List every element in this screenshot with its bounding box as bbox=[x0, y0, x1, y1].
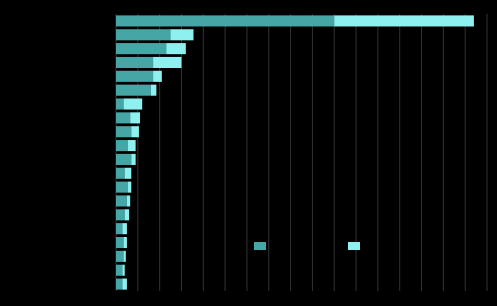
bar-segment bbox=[334, 15, 474, 27]
bar-segment bbox=[116, 195, 127, 207]
bar-segment bbox=[116, 140, 129, 152]
bar-segment bbox=[122, 223, 127, 235]
bar-segment bbox=[131, 153, 136, 165]
bar-segment bbox=[116, 278, 123, 290]
legend-swatch bbox=[348, 242, 360, 250]
bar-segment bbox=[116, 98, 124, 110]
bar-segment bbox=[123, 98, 143, 110]
bar-segment bbox=[130, 112, 141, 124]
bar-segment bbox=[116, 153, 132, 165]
bar-segment bbox=[116, 15, 335, 27]
bar-segment bbox=[128, 181, 132, 193]
bar-segment bbox=[128, 140, 136, 152]
bar-segment bbox=[116, 250, 124, 262]
bar-segment bbox=[131, 126, 139, 138]
bar-segment bbox=[116, 181, 129, 193]
legend-swatch bbox=[254, 242, 266, 250]
bar-segment bbox=[123, 236, 127, 249]
bar-segment bbox=[116, 29, 171, 41]
bar-segment bbox=[116, 264, 123, 276]
bar-segment bbox=[116, 112, 131, 124]
bar-segment bbox=[124, 209, 130, 221]
bar-segment bbox=[116, 126, 132, 138]
bar-segment bbox=[116, 236, 124, 249]
bar-segment bbox=[153, 56, 182, 69]
bar-segment bbox=[123, 250, 126, 262]
bar-segment bbox=[116, 223, 123, 235]
bar-segment bbox=[166, 43, 186, 55]
bar-segment bbox=[116, 167, 125, 179]
bar-segment bbox=[126, 195, 131, 207]
bar-segment bbox=[116, 56, 154, 69]
bar-segment bbox=[124, 167, 132, 179]
bar-segment bbox=[122, 264, 125, 276]
bar-segment bbox=[116, 84, 151, 96]
bar-segment bbox=[170, 29, 194, 41]
bar-segment bbox=[116, 43, 167, 55]
bar-segment bbox=[116, 209, 125, 221]
bar-segment bbox=[153, 70, 162, 82]
bar-segment bbox=[150, 84, 157, 96]
bar-segment bbox=[116, 70, 154, 82]
bar-segment bbox=[122, 278, 127, 290]
